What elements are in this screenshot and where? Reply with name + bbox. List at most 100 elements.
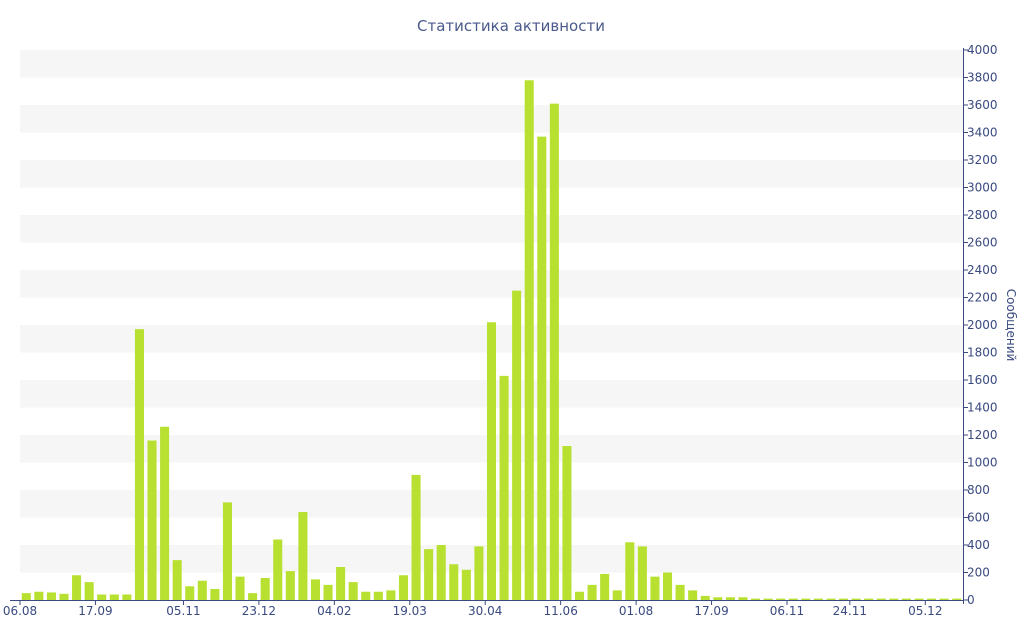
- x-tick-label: 06.11: [770, 604, 804, 618]
- bar[interactable]: [813, 598, 823, 601]
- bar[interactable]: [84, 582, 94, 601]
- bar[interactable]: [738, 597, 748, 600]
- bar[interactable]: [939, 598, 949, 601]
- bar[interactable]: [298, 512, 308, 600]
- bar[interactable]: [839, 598, 849, 601]
- y-tick-label: 1200: [967, 428, 998, 442]
- bar[interactable]: [285, 571, 295, 601]
- bar[interactable]: [876, 598, 886, 601]
- bar[interactable]: [864, 598, 874, 601]
- bar[interactable]: [600, 573, 610, 601]
- bar[interactable]: [901, 598, 911, 601]
- bar[interactable]: [474, 546, 484, 601]
- bar[interactable]: [562, 446, 572, 600]
- y-tick-label: 3800: [967, 71, 998, 85]
- bar[interactable]: [361, 591, 371, 600]
- bar[interactable]: [122, 594, 132, 601]
- bar[interactable]: [625, 542, 635, 600]
- chart-title: Статистика активности: [417, 17, 605, 35]
- bar[interactable]: [386, 590, 396, 601]
- bar[interactable]: [889, 598, 899, 601]
- bar[interactable]: [851, 598, 861, 601]
- bar[interactable]: [310, 579, 320, 601]
- bar[interactable]: [197, 580, 207, 600]
- bar[interactable]: [398, 575, 409, 600]
- bar[interactable]: [373, 591, 383, 600]
- x-tick-label: 06.08: [3, 604, 37, 618]
- bar[interactable]: [512, 290, 522, 601]
- bar[interactable]: [650, 576, 660, 601]
- bar[interactable]: [222, 502, 232, 601]
- bar[interactable]: [72, 575, 82, 600]
- bar[interactable]: [776, 598, 786, 601]
- y-ticks: 0 200 400 600 800 1000 1200 1400 1600 1800 2000 220…: [963, 43, 998, 607]
- y-tick-label: 1000: [967, 456, 998, 470]
- bar[interactable]: [826, 598, 836, 601]
- x-tick-label: 05.11: [166, 604, 200, 618]
- bar[interactable]: [952, 598, 962, 601]
- bar[interactable]: [210, 589, 220, 600]
- bar[interactable]: [763, 598, 773, 601]
- bar[interactable]: [348, 582, 358, 601]
- bar[interactable]: [461, 569, 471, 600]
- bar[interactable]: [424, 549, 434, 601]
- bar[interactable]: [134, 329, 144, 601]
- bar[interactable]: [109, 594, 119, 601]
- bar[interactable]: [788, 598, 798, 601]
- bar[interactable]: [751, 598, 761, 601]
- bar[interactable]: [663, 572, 673, 601]
- y-tick-label: 4000: [967, 43, 998, 57]
- bar[interactable]: [160, 426, 170, 600]
- grid-band: [20, 160, 963, 188]
- x-tick-label: 19.03: [393, 604, 427, 618]
- bar[interactable]: [436, 545, 446, 600]
- bar[interactable]: [97, 594, 107, 601]
- bar[interactable]: [147, 440, 157, 601]
- bar[interactable]: [172, 560, 182, 601]
- bar[interactable]: [801, 598, 811, 601]
- bar[interactable]: [235, 576, 245, 601]
- bar[interactable]: [185, 586, 195, 600]
- bar[interactable]: [411, 474, 421, 601]
- bar[interactable]: [700, 595, 710, 601]
- y-tick-label: 2800: [967, 208, 998, 222]
- y-tick-label: 2200: [967, 291, 998, 305]
- y-tick-label: 1600: [967, 373, 998, 387]
- bar[interactable]: [927, 598, 937, 601]
- bar[interactable]: [486, 322, 497, 600]
- bar[interactable]: [21, 593, 31, 601]
- x-tick-label: 11.06: [543, 604, 577, 618]
- x-tick-label: 30.04: [468, 604, 502, 618]
- bar[interactable]: [587, 584, 597, 601]
- bar[interactable]: [637, 546, 647, 601]
- bar[interactable]: [336, 567, 346, 600]
- bar[interactable]: [59, 593, 69, 600]
- bar[interactable]: [34, 591, 44, 600]
- bar[interactable]: [725, 597, 735, 600]
- x-tick-label: 01.08: [619, 604, 653, 618]
- bar[interactable]: [574, 591, 585, 600]
- bar[interactable]: [524, 80, 534, 600]
- bar[interactable]: [449, 564, 459, 600]
- bar[interactable]: [549, 103, 559, 601]
- grid-band: [20, 50, 963, 78]
- bar[interactable]: [612, 590, 622, 601]
- bar[interactable]: [914, 598, 924, 601]
- bar[interactable]: [248, 593, 258, 601]
- x-tick-label: 05.12: [908, 604, 942, 618]
- bar[interactable]: [323, 584, 333, 601]
- bar[interactable]: [499, 375, 509, 601]
- y-tick-label: 2400: [967, 263, 998, 277]
- bar[interactable]: [260, 578, 270, 600]
- y-tick-label: 1800: [967, 346, 998, 360]
- bar[interactable]: [537, 136, 547, 601]
- bar[interactable]: [675, 584, 685, 601]
- grid-band: [20, 215, 963, 243]
- bar[interactable]: [273, 539, 283, 601]
- bar[interactable]: [46, 592, 56, 600]
- x-ticks: 06.08 17.09 05.11 23.12 04.02 19.03 30.04 11.06…: [3, 600, 942, 618]
- bar[interactable]: [688, 590, 698, 601]
- grid-band: [20, 105, 963, 133]
- bar[interactable]: [713, 597, 723, 600]
